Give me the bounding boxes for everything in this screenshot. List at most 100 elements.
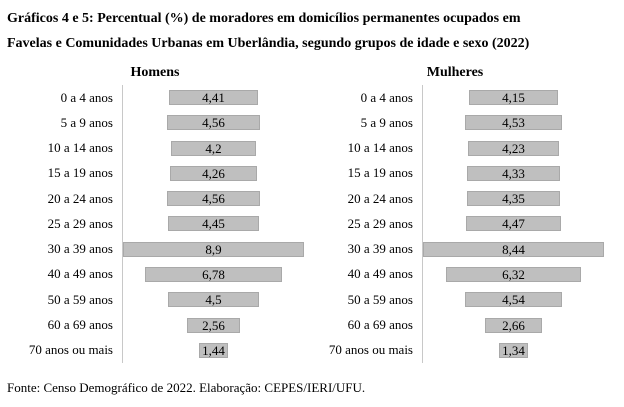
plot-cell: 8,9 xyxy=(122,236,304,262)
plot-cell: 4,15 xyxy=(422,85,604,111)
bar-value-label: 4,56 xyxy=(202,191,225,207)
category-label: 20 a 24 anos xyxy=(347,190,413,206)
bar-value-label: 2,66 xyxy=(502,317,525,333)
bar-value-label: 4,23 xyxy=(502,140,525,156)
bar: 1,44 xyxy=(198,342,229,358)
chart-mulheres: Mulheres 0 a 4 anos 4,15 5 a 9 anos 4,53 10 … xyxy=(305,60,605,363)
bar-value-label: 4,45 xyxy=(202,216,225,232)
bar-value-label: 2,56 xyxy=(202,317,225,333)
chart-row: 40 a 49 anos 6,78 xyxy=(5,261,305,288)
category-label: 50 a 59 anos xyxy=(47,291,113,307)
category-label: 0 a 4 anos xyxy=(360,89,413,105)
chart-row: 40 a 49 anos 6,32 xyxy=(305,261,605,288)
chart-row: 30 a 39 anos 8,44 xyxy=(305,236,605,262)
bar-value-label: 8,9 xyxy=(205,241,222,257)
category-label: 5 a 9 anos xyxy=(60,114,113,130)
category-label: 0 a 4 anos xyxy=(60,89,113,105)
chart-row: 0 a 4 anos 4,15 xyxy=(305,85,605,111)
category-label: 25 a 29 anos xyxy=(47,215,113,231)
chart-row: 25 a 29 anos 4,45 xyxy=(5,211,305,237)
chart-row: 25 a 29 anos 4,47 xyxy=(305,211,605,237)
chart-plot-mulheres: 0 a 4 anos 4,15 5 a 9 anos 4,53 10 a 14 anos… xyxy=(305,85,605,363)
bar: 4,15 xyxy=(469,90,558,106)
bar: 4,35 xyxy=(466,191,561,207)
plot-cell: 4,5 xyxy=(122,287,304,313)
bar-value-label: 4,2 xyxy=(205,140,222,156)
chart-row: 5 a 9 anos 4,56 xyxy=(5,110,305,136)
bar-value-label: 4,53 xyxy=(502,115,525,131)
chart-row: 20 a 24 anos 4,35 xyxy=(305,186,605,212)
plot-cell: 4,35 xyxy=(422,186,604,212)
chart-row: 10 a 14 anos 4,23 xyxy=(305,135,605,161)
plot-cell: 4,53 xyxy=(422,110,604,136)
bar: 6,32 xyxy=(445,266,582,282)
bar: 4,45 xyxy=(168,216,259,232)
plot-cell: 4,54 xyxy=(422,287,604,313)
bar: 1,34 xyxy=(499,342,528,358)
category-label: 50 a 59 anos xyxy=(347,291,413,307)
category-label: 20 a 24 anos xyxy=(47,190,113,206)
category-label: 40 a 49 anos xyxy=(47,266,113,282)
chart-row: 50 a 59 anos 4,5 xyxy=(5,287,305,313)
bar-value-label: 4,15 xyxy=(502,90,525,106)
chart-plot-homens: 0 a 4 anos 4,41 5 a 9 anos 4,56 10 a 14 anos… xyxy=(5,85,305,363)
category-label: 15 a 19 anos xyxy=(47,165,113,181)
chart-row: 70 anos ou mais 1,44 xyxy=(5,337,305,363)
charts-row: Homens 0 a 4 anos 4,41 5 a 9 anos 4,56 10 a … xyxy=(0,60,624,363)
chart-row: 60 a 69 anos 2,56 xyxy=(5,312,305,338)
plot-cell: 4,41 xyxy=(122,85,304,111)
plot-cell: 4,47 xyxy=(422,211,604,237)
bar: 6,78 xyxy=(144,266,283,282)
chart-row: 15 a 19 anos 4,26 xyxy=(5,160,305,187)
figure-title: Gráficos 4 e 5: Percentual (%) de morado… xyxy=(7,6,619,56)
plot-cell: 1,34 xyxy=(422,337,604,363)
category-label: 10 a 14 anos xyxy=(347,140,413,156)
bar-value-label: 4,26 xyxy=(202,165,225,181)
figure-title-line-2: Favelas e Comunidades Urbanas em Uberlân… xyxy=(7,36,530,51)
category-label: 70 anos ou mais xyxy=(328,342,413,358)
bar: 2,66 xyxy=(484,317,543,333)
plot-cell: 2,66 xyxy=(422,312,604,338)
bar: 2,56 xyxy=(187,317,240,333)
category-label: 70 anos ou mais xyxy=(28,342,113,358)
bar-value-label: 4,41 xyxy=(202,90,225,106)
category-label: 5 a 9 anos xyxy=(360,114,413,130)
plot-cell: 4,2 xyxy=(122,135,304,161)
bar-value-label: 8,44 xyxy=(502,241,525,257)
bar: 4,56 xyxy=(167,191,260,207)
bar: 4,33 xyxy=(467,165,560,181)
chart-title-mulheres: Mulheres xyxy=(426,65,484,80)
chart-row: 10 a 14 anos 4,2 xyxy=(5,135,305,161)
bar: 8,9 xyxy=(123,241,304,257)
chart-row: 60 a 69 anos 2,66 xyxy=(305,312,605,338)
plot-cell: 1,44 xyxy=(122,337,304,363)
bar-value-label: 4,5 xyxy=(205,292,222,308)
bar-value-label: 1,44 xyxy=(202,342,225,358)
bar-value-label: 6,78 xyxy=(202,266,225,282)
plot-cell: 4,33 xyxy=(422,160,604,187)
category-label: 40 a 49 anos xyxy=(347,266,413,282)
category-label: 25 a 29 anos xyxy=(347,215,413,231)
figure-title-line-1: Gráficos 4 e 5: Percentual (%) de morado… xyxy=(7,11,521,26)
plot-cell: 4,56 xyxy=(122,110,304,136)
plot-cell: 4,23 xyxy=(422,135,604,161)
chart-row: 5 a 9 anos 4,53 xyxy=(305,110,605,136)
bar-value-label: 4,35 xyxy=(502,191,525,207)
bar-value-label: 4,33 xyxy=(502,165,525,181)
bar-value-label: 4,56 xyxy=(202,115,225,131)
plot-cell: 2,56 xyxy=(122,312,304,338)
bar-value-label: 1,34 xyxy=(502,342,525,358)
chart-homens: Homens 0 a 4 anos 4,41 5 a 9 anos 4,56 10 a … xyxy=(5,60,305,363)
bar: 4,5 xyxy=(167,292,260,308)
plot-cell: 8,44 xyxy=(422,236,604,262)
chart-row: 20 a 24 anos 4,56 xyxy=(5,186,305,212)
category-label: 10 a 14 anos xyxy=(47,140,113,156)
bar-value-label: 4,54 xyxy=(502,292,525,308)
bar: 4,47 xyxy=(465,216,562,232)
chart-row: 70 anos ou mais 1,34 xyxy=(305,337,605,363)
chart-row: 30 a 39 anos 8,9 xyxy=(5,236,305,262)
source-note: Fonte: Censo Demográfico de 2022. Elabor… xyxy=(7,380,366,395)
category-label: 60 a 69 anos xyxy=(47,317,113,333)
bar: 4,23 xyxy=(468,140,559,156)
chart-title-homens: Homens xyxy=(130,65,180,80)
